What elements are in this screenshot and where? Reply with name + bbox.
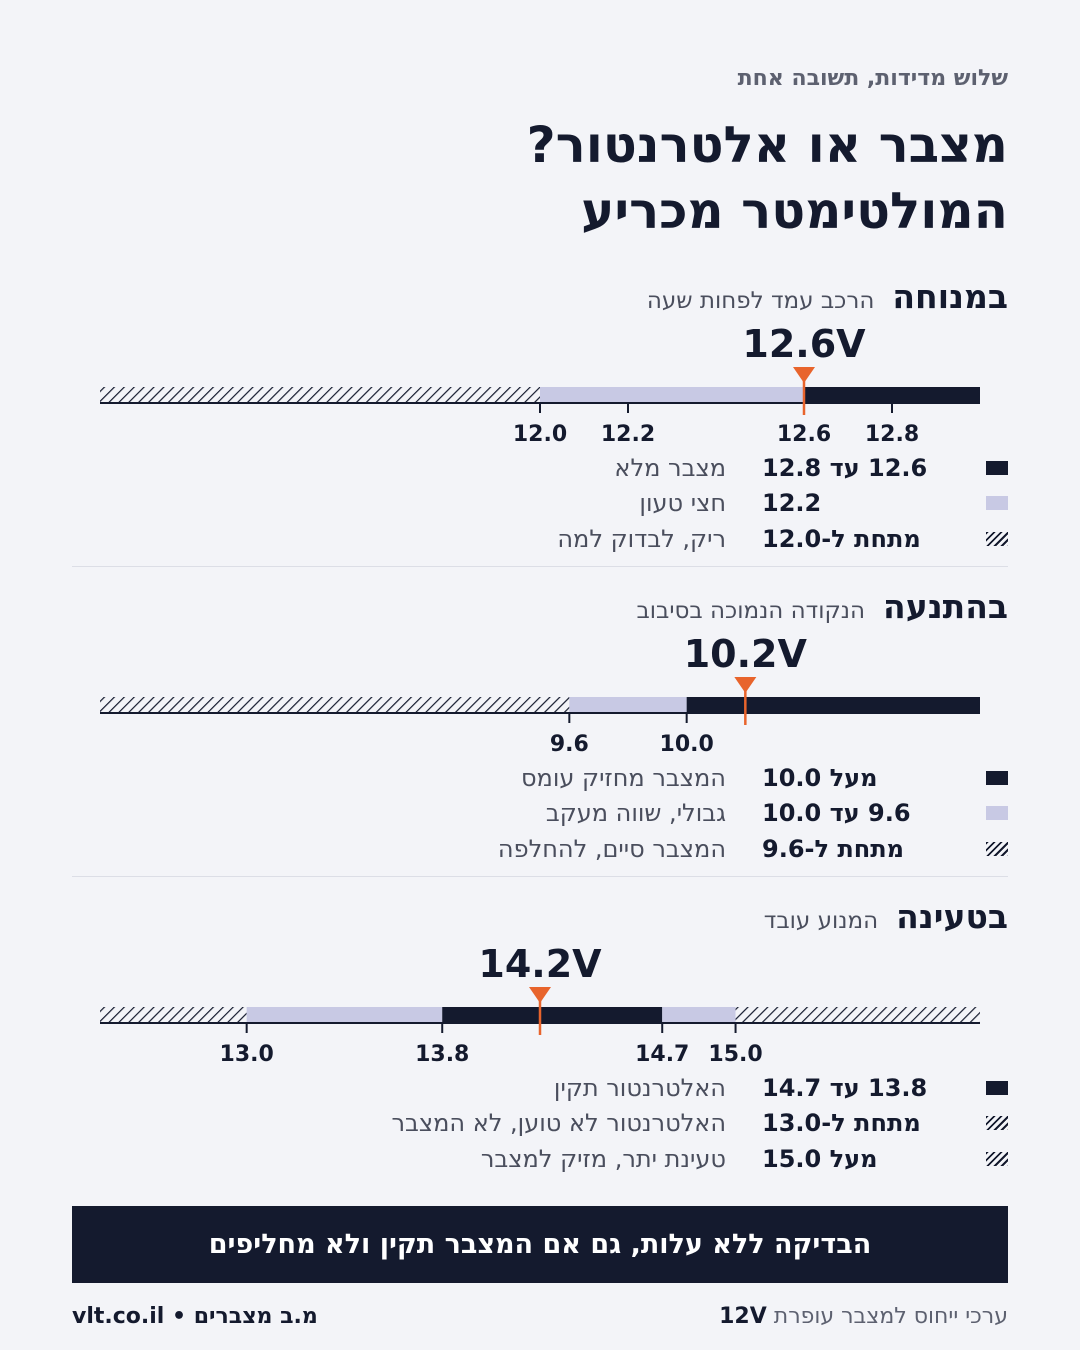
section-rest-reading: 12.6V <box>742 322 866 366</box>
legend-description: חצי טעון <box>639 489 726 518</box>
legend-row: מתחת ל-13.0 האלטרנטור לא טוען, לא המצבר <box>72 1106 1008 1142</box>
legend-range: מעל 15.0 <box>762 1144 878 1173</box>
section-charge-legend: 13.8 עד 14.7 האלטרנטור תקין מתחת ל-13.0 האל… <box>72 1070 1008 1177</box>
legend-row: מתחת ל-9.6 המצבר סיים, להחלפה <box>72 831 1008 867</box>
legend-row: 12.6 עד 12.8 מצבר מלא <box>72 450 1008 486</box>
legend-range: 12.2 <box>762 489 822 518</box>
kicker: שלוש מדידות, תשובה אחת <box>737 66 1008 91</box>
scale-tick-label: 13.0 <box>220 1042 274 1067</box>
legend-swatch-dark <box>986 1080 1008 1095</box>
section-crank-subtitle: הנקודה הנמוכה בסיבוב <box>636 598 866 624</box>
scale-segment-hatch <box>100 697 570 713</box>
legend-range: 9.6 עד 10.0 <box>762 799 911 828</box>
divider-2 <box>72 876 1008 877</box>
section-crank-title: בהתנעה <box>883 587 1008 626</box>
section-crank-legend: מעל 10.0 המצבר מחזיק עומס 9.6 עד 10.0 גבולי… <box>72 760 1008 867</box>
scale-tick-label: 12.2 <box>601 422 655 447</box>
scale-tick-label: 15.0 <box>708 1042 762 1067</box>
legend-description: גבולי, שווה מעקב <box>545 799 726 828</box>
scale-segment-light <box>246 1007 443 1023</box>
legend-range: מתחת ל-13.0 <box>762 1109 921 1138</box>
legend-range: מתחת ל-12.0 <box>762 524 921 553</box>
footer-brand: מ.ב מצברים • vlt.co.il <box>72 1304 318 1329</box>
reading-marker-triangle <box>734 677 757 693</box>
footer-note: ערכי ייחוס למצבר עופרת 12V <box>719 1304 1008 1329</box>
scale-segment-light <box>540 387 804 403</box>
legend-range: 13.8 עד 14.7 <box>762 1073 928 1102</box>
title-line-1: מצבר או אלטרנטור? <box>526 116 1008 174</box>
footer-note-bold: 12V <box>719 1304 767 1329</box>
legend-description: טעינת יתר, מזיק למצבר <box>480 1144 726 1173</box>
scale-segment-hatch <box>735 1007 980 1023</box>
scale-tick-label: 9.6 <box>550 732 589 757</box>
legend-row: מתחת ל-12.0 ריק, לבדוק למה <box>72 521 1008 557</box>
legend-swatch-hatch <box>986 1151 1008 1166</box>
legend-swatch-hatch <box>986 1116 1008 1131</box>
scale-segment-dark <box>686 697 980 713</box>
legend-row: מעל 15.0 טעינת יתר, מזיק למצבר <box>72 1141 1008 1177</box>
legend-row: 9.6 עד 10.0 גבולי, שווה מעקב <box>72 796 1008 832</box>
scale-tick-label: 12.6 <box>777 422 831 447</box>
scale-tick-label: 10.0 <box>660 732 714 757</box>
scale-segment-hatch <box>100 387 540 403</box>
legend-row: מעל 10.0 המצבר מחזיק עומס <box>72 760 1008 796</box>
footer-note-text: ערכי ייחוס למצבר עופרת <box>773 1304 1008 1329</box>
legend-description: המצבר סיים, להחלפה <box>497 834 726 863</box>
scale-tick-label: 13.8 <box>415 1042 469 1067</box>
section-charge-reading: 14.2V <box>478 942 602 986</box>
scale-segment-dark <box>804 387 980 403</box>
divider-1 <box>72 566 1008 567</box>
scale-tick-label: 14.7 <box>635 1042 689 1067</box>
section-rest-legend: 12.6 עד 12.8 מצבר מלא 12.2 חצי טעון מתחת ל-1… <box>72 450 1008 557</box>
scale-segment-light <box>662 1007 736 1023</box>
legend-swatch-dark <box>986 460 1008 475</box>
legend-description: המצבר מחזיק עומס <box>520 763 726 792</box>
legend-range: 12.6 עד 12.8 <box>762 453 928 482</box>
legend-range: מעל 10.0 <box>762 763 878 792</box>
section-charge-header: בטעינה המנוע עובד <box>764 897 1008 936</box>
section-charge-subtitle: המנוע עובד <box>763 908 879 934</box>
section-rest-title: במנוחה <box>892 277 1008 316</box>
section-rest-subtitle: הרכב עמד לפחות שעה <box>646 288 875 314</box>
bottom-banner: הבדיקה ללא עלות, גם אם המצבר תקין ולא מח… <box>72 1206 1008 1283</box>
section-crank-header: בהתנעה הנקודה הנמוכה בסיבוב <box>636 587 1008 626</box>
scale-tick-label: 12.8 <box>865 422 919 447</box>
section-crank-reading: 10.2V <box>683 632 807 676</box>
section-crank-scale: 9.6 10.0 <box>100 677 980 757</box>
title-line-2: המולטימטר מכריע <box>581 182 1008 240</box>
scale-segment-hatch <box>100 1007 247 1023</box>
legend-description: מצבר מלא <box>614 453 726 482</box>
section-charge-title: בטעינה <box>896 897 1008 936</box>
legend-swatch-hatch <box>986 841 1008 856</box>
section-rest-scale: 12.0 12.2 12.6 12.8 <box>100 367 980 447</box>
reading-marker-triangle <box>793 367 815 383</box>
legend-swatch-dark <box>986 770 1008 785</box>
legend-description: ריק, לבדוק למה <box>557 524 726 553</box>
legend-description: האלטרנטור לא טוען, לא המצבר <box>391 1109 726 1138</box>
page-title: מצבר או אלטרנטור? המולטימטר מכריע <box>527 112 1008 244</box>
section-rest-header: במנוחה הרכב עמד לפחות שעה <box>647 277 1008 316</box>
scale-tick-label: 12.0 <box>513 422 567 447</box>
legend-row: 12.2 חצי טעון <box>72 486 1008 522</box>
legend-row: 13.8 עד 14.7 האלטרנטור תקין <box>72 1070 1008 1106</box>
legend-swatch-light <box>986 496 1008 511</box>
section-charge-scale: 13.0 13.8 14.7 15.0 <box>100 987 980 1067</box>
scale-segment-dark <box>442 1007 663 1023</box>
legend-range: מתחת ל-9.6 <box>762 834 904 863</box>
legend-description: האלטרנטור תקין <box>553 1073 726 1102</box>
scale-segment-light <box>569 697 687 713</box>
reading-marker-triangle <box>529 987 551 1003</box>
legend-swatch-light <box>986 806 1008 821</box>
legend-swatch-hatch <box>986 531 1008 546</box>
